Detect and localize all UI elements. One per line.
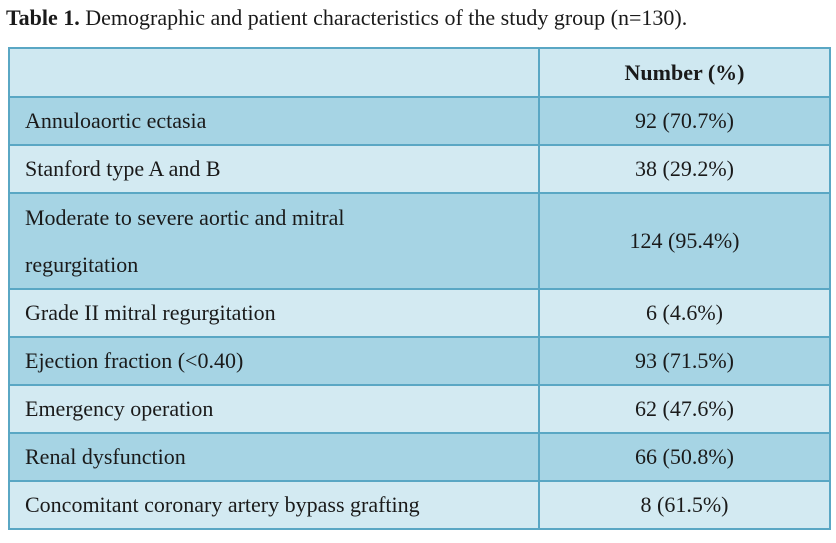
row-label: Emergency operation [8, 384, 540, 434]
header-cell-number: Number (%) [538, 47, 831, 98]
table-row: Renal dysfunction 66 (50.8%) [8, 432, 831, 482]
row-label: Renal dysfunction [8, 432, 540, 482]
row-label: Moderate to severe aortic and mitral reg… [8, 192, 540, 290]
row-label: Ejection fraction (<0.40) [8, 336, 540, 386]
table-row: Stanford type A and B 38 (29.2%) [8, 144, 831, 194]
table-row: Annuloaortic ectasia 92 (70.7%) [8, 96, 831, 146]
row-value: 124 (95.4%) [538, 192, 831, 290]
row-label: Stanford type A and B [8, 144, 540, 194]
table-caption: Table 1. Demographic and patient charact… [6, 4, 687, 32]
row-label: Grade II mitral regurgitation [8, 288, 540, 338]
row-label: Annuloaortic ectasia [8, 96, 540, 146]
row-label: Concomitant coronary artery bypass graft… [8, 480, 540, 530]
table-row: Grade II mitral regurgitation 6 (4.6%) [8, 288, 831, 338]
row-label-line: regurgitation [25, 252, 139, 277]
table-row: Concomitant coronary artery bypass graft… [8, 480, 831, 530]
row-value: 66 (50.8%) [538, 432, 831, 482]
table-header-row: Number (%) [8, 47, 831, 98]
row-label-line: Moderate to severe aortic and mitral [25, 205, 345, 230]
row-value: 93 (71.5%) [538, 336, 831, 386]
table-row: Emergency operation 62 (47.6%) [8, 384, 831, 434]
row-value: 38 (29.2%) [538, 144, 831, 194]
row-value: 6 (4.6%) [538, 288, 831, 338]
characteristics-table: Number (%) Annuloaortic ectasia 92 (70.7… [8, 47, 831, 530]
table-row: Ejection fraction (<0.40) 93 (71.5%) [8, 336, 831, 386]
table-caption-text: Demographic and patient characteristics … [79, 5, 688, 30]
header-cell-characteristic [8, 47, 540, 98]
row-value: 92 (70.7%) [538, 96, 831, 146]
row-value: 8 (61.5%) [538, 480, 831, 530]
table-caption-label: Table 1. [6, 5, 80, 30]
table-row: Moderate to severe aortic and mitral reg… [8, 192, 831, 290]
row-value: 62 (47.6%) [538, 384, 831, 434]
